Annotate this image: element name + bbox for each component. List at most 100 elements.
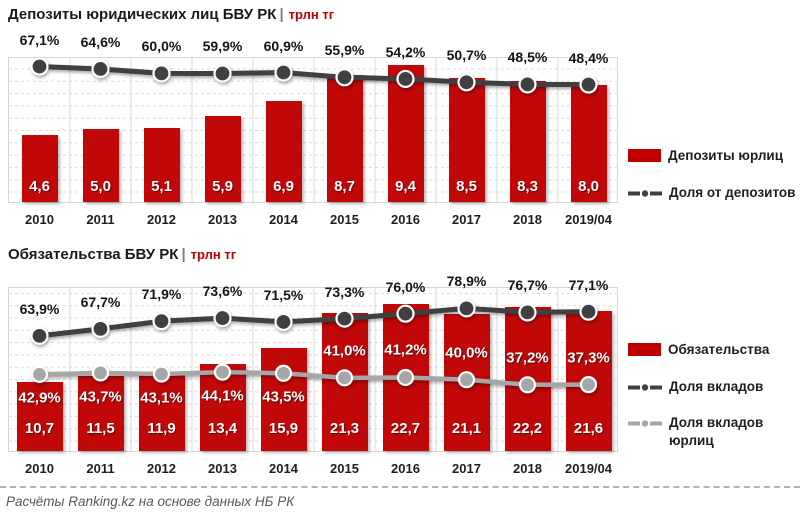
line-value-label: 67,7% <box>80 293 121 310</box>
year-label: 2017 <box>452 461 481 476</box>
line-value-label: 67,1% <box>19 31 60 48</box>
line-value-label: 41,2% <box>384 341 427 359</box>
line-value-label: 76,7% <box>507 277 548 294</box>
line-value-label: 63,9% <box>19 300 60 317</box>
line-value-label: 48,5% <box>507 49 548 66</box>
line-marker <box>91 59 110 79</box>
bar-2013 <box>199 363 246 451</box>
year-label: 2016 <box>391 461 420 476</box>
year-label: 2011 <box>86 212 115 227</box>
year-label: 2011 <box>86 461 115 476</box>
line-marker <box>274 312 293 332</box>
line-value-label: 40,0% <box>445 344 488 362</box>
chart2-title-text: Обязательства БВУ РК <box>8 246 179 263</box>
year-label: 2019/04 <box>565 461 612 476</box>
bar-value-label: 11,9 <box>147 420 176 437</box>
bar-2012 <box>138 373 185 451</box>
chart1-title-unit: трлн тг <box>288 7 335 22</box>
line-marker <box>213 64 232 83</box>
legend-label-share-of-all-deposits: Доля вкладов <box>669 378 764 394</box>
line-value-label: 50,7% <box>446 47 487 64</box>
line-marker <box>30 326 49 345</box>
line-value-label: 43,5% <box>262 388 305 406</box>
chart1-title-text: Депозиты юридических лиц БВУ РК <box>8 6 277 23</box>
line-value-label: 60,9% <box>263 37 304 54</box>
legend-item-share-of-corp-deposits: Доля вкладов юрлиц <box>628 414 800 449</box>
red-bar-swatch-icon <box>628 149 661 162</box>
line-value-label: 42,9% <box>18 389 61 407</box>
line-value-label: 41,0% <box>323 342 366 360</box>
legend-item-deposits: Депозиты юрлиц <box>628 147 800 165</box>
legend-label-liabilities: Обязательства <box>668 342 770 357</box>
line-value-label: 78,9% <box>446 273 487 290</box>
dark-line-swatch-icon <box>628 382 662 392</box>
line-value-label: 37,2% <box>506 349 549 367</box>
line-marker <box>152 64 171 83</box>
chart2-plot-area: 10,7 2010 11,5 2011 11,9 2012 13,4 2013 15,9 2014… <box>8 273 619 476</box>
bar-value-label: 6,9 <box>273 178 294 195</box>
bar-2017 <box>448 77 485 202</box>
line-value-label: 43,7% <box>79 388 122 406</box>
legend-label-share-of-deposits: Доля от депозитов <box>669 184 796 200</box>
year-label: 2016 <box>391 212 420 227</box>
legend-label-share-of-corp-deposits: Доля вкладов юрлиц <box>669 415 764 448</box>
year-label: 2012 <box>147 461 176 476</box>
line-value-label: 48,4% <box>568 49 609 66</box>
bar-2019/04 <box>570 85 607 202</box>
line-value-label: 55,9% <box>324 42 365 59</box>
chart1-legend: Депозиты юрлиц Доля от депозитов <box>628 147 800 201</box>
line-value-label: 44,1% <box>201 387 244 405</box>
chart2-title: Обязательства БВУ РК | трлн тг <box>8 246 236 263</box>
bar-value-label: 8,0 <box>578 178 599 195</box>
bar-value-label: 5,9 <box>212 178 233 195</box>
line-marker <box>152 312 171 331</box>
bar-value-label: 13,4 <box>207 420 238 437</box>
bar-value-label: 8,3 <box>517 178 538 195</box>
year-label: 2010 <box>25 461 54 476</box>
line-value-label: 73,3% <box>324 283 365 300</box>
year-label: 2018 <box>513 212 542 227</box>
gray-line-swatch-icon <box>628 419 662 428</box>
line-marker <box>91 319 110 338</box>
line-value-label: 77,1% <box>568 276 609 293</box>
legend-item-share-of-all-deposits: Доля вкладов <box>628 378 800 396</box>
chart2-title-unit: трлн тг <box>190 247 237 262</box>
bar-value-label: 22,7 <box>390 420 421 437</box>
red-bar-swatch-icon <box>628 343 661 356</box>
legend-item-share-of-deposits: Доля от депозитов <box>628 184 800 202</box>
bar-value-label: 8,7 <box>334 178 355 195</box>
bar-2018 <box>509 80 546 202</box>
year-label: 2013 <box>208 461 237 476</box>
line-value-label: 59,9% <box>202 38 243 55</box>
year-label: 2015 <box>330 212 359 227</box>
year-label: 2014 <box>269 461 298 476</box>
bar-value-label: 11,5 <box>86 420 115 437</box>
bar-value-label: 5,0 <box>90 178 111 195</box>
line-value-label: 71,9% <box>141 286 182 303</box>
line-marker <box>213 308 232 328</box>
chart1-plot-area: 4,6 2010 5,0 2011 5,1 2012 5,9 2013 6,9 2014 8,7 20… <box>8 32 619 227</box>
bar-2011 <box>77 376 124 451</box>
line-value-label: 71,5% <box>263 286 304 303</box>
line-marker <box>30 365 49 383</box>
year-label: 2017 <box>452 212 481 227</box>
chart2-legend: Обязательства Доля вкладов Доля вкладов … <box>628 341 800 449</box>
bar-value-label: 10,7 <box>24 420 55 437</box>
year-label: 2019/04 <box>565 212 612 227</box>
bar-value-label: 21,3 <box>329 420 360 437</box>
legend-label-deposits: Депозиты юрлиц <box>668 148 784 163</box>
year-label: 2015 <box>330 461 359 476</box>
bar-2011 <box>82 129 119 202</box>
line-value-label: 37,3% <box>567 349 610 367</box>
line-value-label: 60,0% <box>141 38 182 55</box>
line-value-label: 43,1% <box>140 389 183 407</box>
bar-2015 <box>326 74 363 202</box>
bar-value-label: 21,6 <box>573 420 604 437</box>
line-marker <box>274 63 293 82</box>
line-value-label: 73,6% <box>202 283 243 300</box>
bar-value-label: 5,1 <box>151 178 172 195</box>
line-value-label: 76,0% <box>385 278 426 295</box>
bar-value-label: 8,5 <box>456 178 477 195</box>
bar-2010 <box>21 134 58 202</box>
chart1-title: Депозиты юридических лиц БВУ РК | трлн тг <box>8 6 334 23</box>
